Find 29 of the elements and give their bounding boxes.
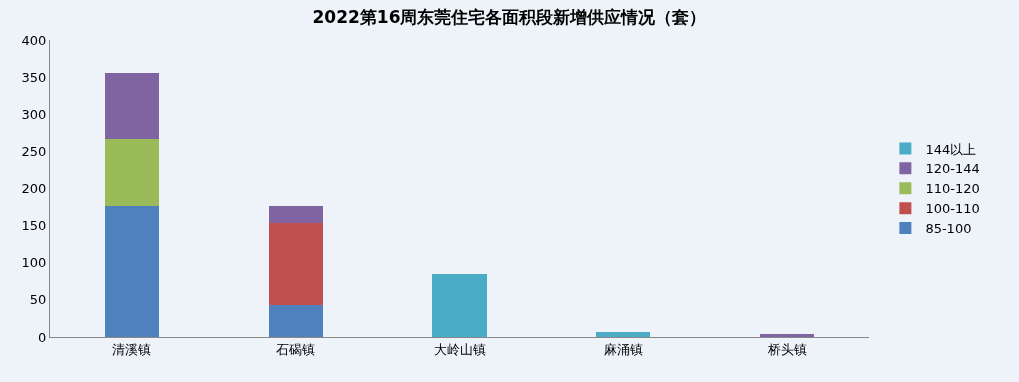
- x-tick-label: 桥头镇: [766, 341, 807, 357]
- y-tick-label: 300: [21, 106, 47, 122]
- x-tick-label: 大岭山镇: [433, 341, 486, 357]
- bar: [268, 305, 323, 337]
- legend-label: 85-100: [925, 221, 972, 237]
- y-tick-label: 200: [21, 181, 47, 197]
- bar: [432, 273, 487, 337]
- y-tick-label: 250: [21, 143, 47, 159]
- y-tick-label: 350: [21, 69, 47, 85]
- legend-label: 110-120: [925, 181, 980, 197]
- legend-label: 120-144: [925, 161, 980, 177]
- bar: [268, 222, 323, 306]
- bar: [760, 334, 815, 337]
- bar: [596, 331, 651, 337]
- legend-label: 100-110: [925, 201, 980, 217]
- legend-label: 144以上: [925, 141, 977, 157]
- x-tick-label: 石碣镇: [276, 341, 316, 357]
- bar: [104, 205, 159, 337]
- y-tick-label: 400: [21, 32, 47, 48]
- y-tick-label: 0: [38, 329, 47, 345]
- y-tick-label: 150: [21, 218, 47, 234]
- x-tick-label: 清溪镇: [112, 341, 152, 357]
- chart-title: 2022第16周东莞住宅各面积段新增供应情况（套）: [312, 7, 707, 28]
- x-tick-label: 麻涌镇: [603, 341, 643, 357]
- bar: [104, 72, 159, 140]
- y-tick-label: 50: [29, 292, 47, 308]
- bar: [104, 139, 159, 206]
- bar: [268, 206, 323, 223]
- y-tick-label: 100: [21, 255, 47, 271]
